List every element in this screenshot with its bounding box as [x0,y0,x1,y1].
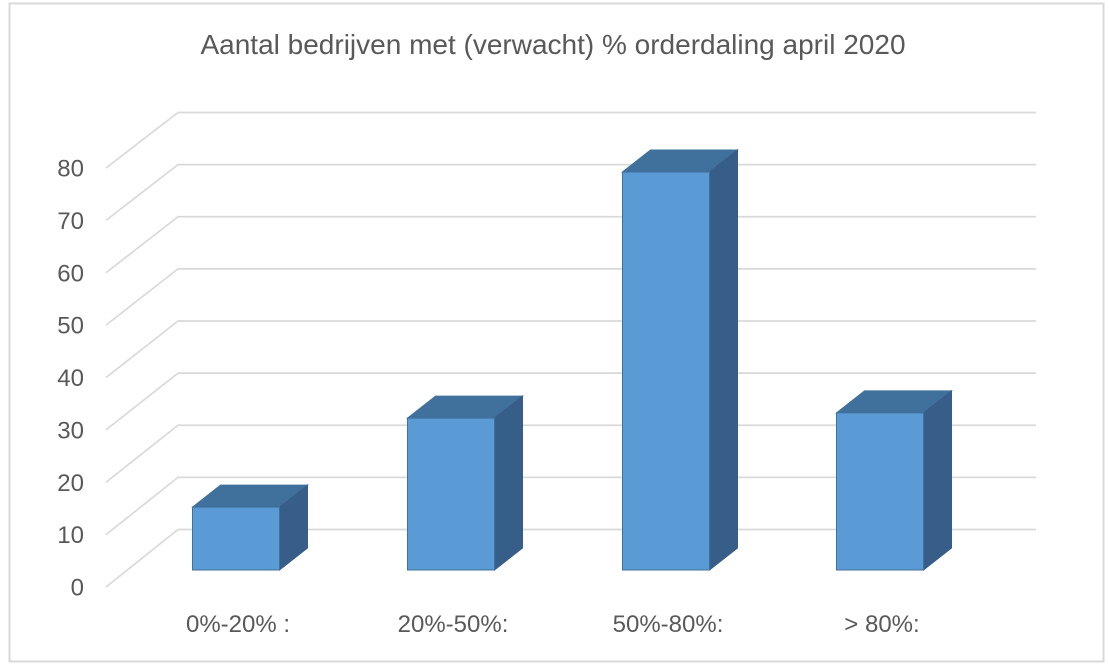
x-axis-category-label: > 80%: [844,611,919,638]
bar-side-face [709,148,738,572]
bar [406,395,524,572]
gridline [105,476,1036,536]
gridline [105,320,1036,379]
y-axis-tick-label: 50 [57,313,84,340]
bar-front-face [836,412,924,571]
x-axis-category-label: 20%-50%: [398,611,509,638]
gridline [105,528,1036,588]
gridline [105,215,1036,274]
gridline [105,111,1036,169]
y-axis-tick-label: 60 [57,260,84,287]
gridline [105,163,1036,222]
y-axis-tick-label: 30 [57,417,84,444]
x-axis-category-label: 0%-20% : [186,611,290,638]
y-axis-tick-label: 80 [57,156,84,183]
gridline [105,372,1036,431]
y-axis-labels: 0 10 20 30 40 50 60 70 80 [57,156,84,602]
bar-side-face [923,389,952,572]
bar-front-face [192,506,280,571]
bar-side-face [494,395,523,572]
y-axis-tick-label: 10 [57,522,84,549]
y-axis-tick-label: 40 [57,365,84,392]
x-axis-category-label: 50%-80%: [613,611,724,638]
gridline [105,268,1036,326]
bars [191,148,953,572]
bar [621,148,739,572]
chart-title: Aantal bedrijven met (verwacht) % orderd… [200,29,905,60]
y-axis-tick-label: 20 [57,470,84,497]
y-axis-tick-label: 0 [71,575,84,602]
gridlines [105,111,1036,588]
chart-border [8,2,1105,663]
bar-front-face [407,417,495,571]
bar [835,389,953,572]
gridline [105,424,1036,483]
y-axis-tick-label: 70 [57,208,84,235]
bar-front-face [622,171,710,571]
x-axis-labels: 0%-20% : 20%-50%: 50%-80%: > 80%: [186,611,920,638]
bar [191,484,309,572]
